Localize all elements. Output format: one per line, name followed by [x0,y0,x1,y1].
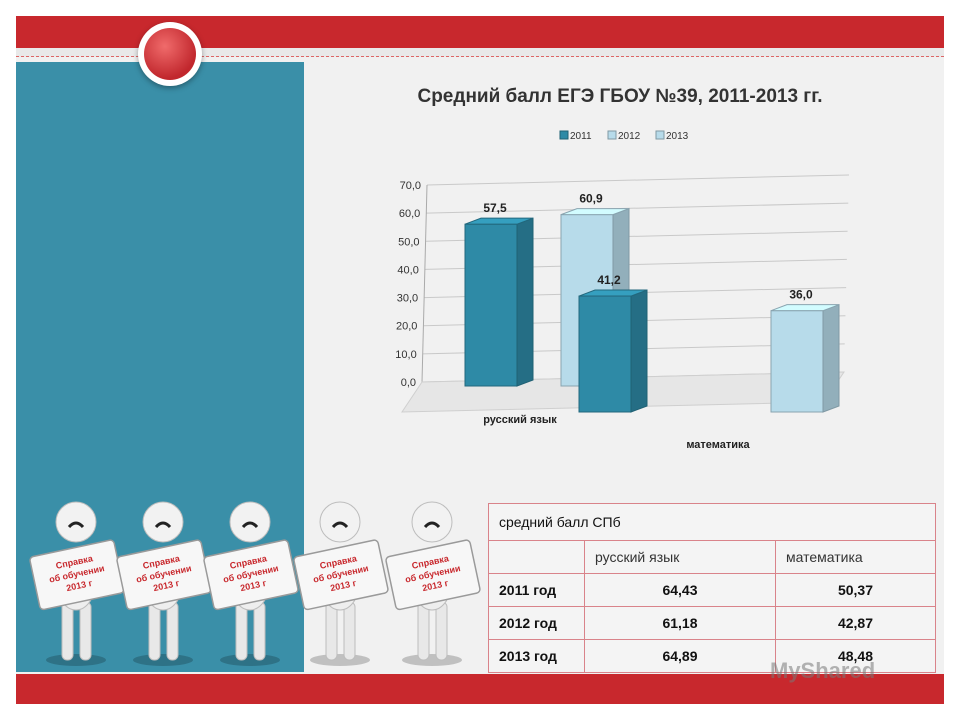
legend-entry: 2012 [618,131,641,142]
spb-scores-table: средний балл СПб русский язык математика… [488,503,936,673]
table-cell: 42,87 [775,606,936,640]
data-label: 60,9 [579,192,603,206]
bar-2011 [464,217,534,387]
legend-swatch [607,130,617,140]
chart-title: Средний балл ЕГЭ ГБОУ №39, 2011-2013 гг. [417,86,823,107]
legend-entry: 2011 [570,131,592,142]
legend-swatch [655,130,665,140]
data-label: 36,0 [789,288,813,302]
y-tick-label: 40,0 [397,264,418,276]
category-label: русский язык [483,414,557,426]
y-tick-label: 50,0 [398,236,419,248]
table-header: русский язык [584,540,776,574]
gridline [426,174,850,186]
table-cell: 64,89 [584,639,776,673]
data-label: 57,5 [483,201,507,215]
table-caption: средний балл СПб [488,503,936,541]
y-tick-label: 0,0 [401,377,416,389]
legend-swatch [559,130,569,140]
table-header: математика [775,540,936,574]
table-cell: 2013 год [488,639,585,673]
y-tick-label: 70,0 [400,180,421,192]
table-cell: 48,48 [775,639,936,673]
y-tick-label: 20,0 [396,321,417,333]
table-row: 2012 год 61,18 42,87 [488,606,936,640]
category-label: математика [686,439,750,451]
table-row: 2013 год 64,89 48,48 [488,639,936,673]
table-cell: 2012 год [488,606,585,640]
y-axis [421,184,428,383]
bar-chart: 0,0 10,0 20,0 30,0 40,0 50,0 60,0 70,0 57,5 60,9 4… [395,130,850,451]
table-cell: 2011 год [488,573,585,607]
table-row: 2011 год 64,43 50,37 [488,573,936,607]
table-header [488,540,585,574]
watermark: MyShared [770,658,876,683]
bar-2013 [770,303,840,413]
table-cell: 61,18 [584,606,776,640]
gridline [426,202,849,214]
bottom-red-bar [16,674,944,704]
red-circle-badge [138,22,202,86]
table-cell: 64,43 [584,573,776,607]
data-label: 41,2 [597,273,621,287]
legend-entry: 2013 [666,131,689,142]
table-cell: 50,37 [775,573,936,607]
y-tick-label: 10,0 [395,349,416,361]
y-tick-label: 60,0 [399,208,420,220]
y-tick-label: 30,0 [397,293,418,305]
bar-2011 [578,289,648,413]
top-stripe [16,48,944,57]
